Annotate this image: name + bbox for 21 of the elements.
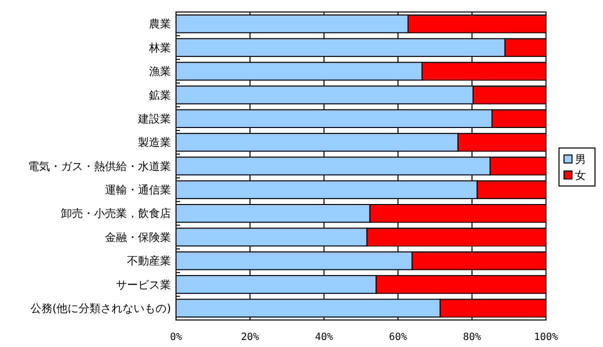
y-tick-label: 製造業 — [138, 136, 171, 150]
y-tick-label: 林業 — [148, 41, 171, 54]
y-tick-label: 公務(他に分類されないもの) — [30, 302, 171, 316]
legend-label: 男 — [575, 153, 586, 166]
y-tick-label: 建設業 — [137, 112, 171, 126]
y-tick-label: 金融・保険業 — [105, 230, 171, 244]
legend-label: 女 — [575, 169, 586, 182]
x-tick-label: 0% — [170, 332, 182, 343]
x-tick-label: 100% — [534, 332, 558, 343]
y-tick-label: 不動産業 — [127, 254, 171, 268]
y-tick-label: 運輸・通信業 — [105, 184, 171, 197]
x-tick-label: 80% — [462, 332, 482, 343]
x-tick-label: 20% — [240, 332, 260, 343]
y-tick-label: 漁業 — [149, 65, 171, 78]
y-tick-label: 卸売・小売業，飲食店 — [61, 207, 171, 220]
y-tick-label: 鉱業 — [149, 88, 171, 102]
x-tick-label: 60% — [388, 332, 408, 343]
y-tick-label: 電気・ガス・熱供給・水道業 — [28, 160, 171, 173]
x-tick-label: 40% — [314, 332, 334, 343]
y-tick-label: サービス業 — [116, 278, 171, 292]
y-tick-label: 農業 — [149, 18, 171, 31]
